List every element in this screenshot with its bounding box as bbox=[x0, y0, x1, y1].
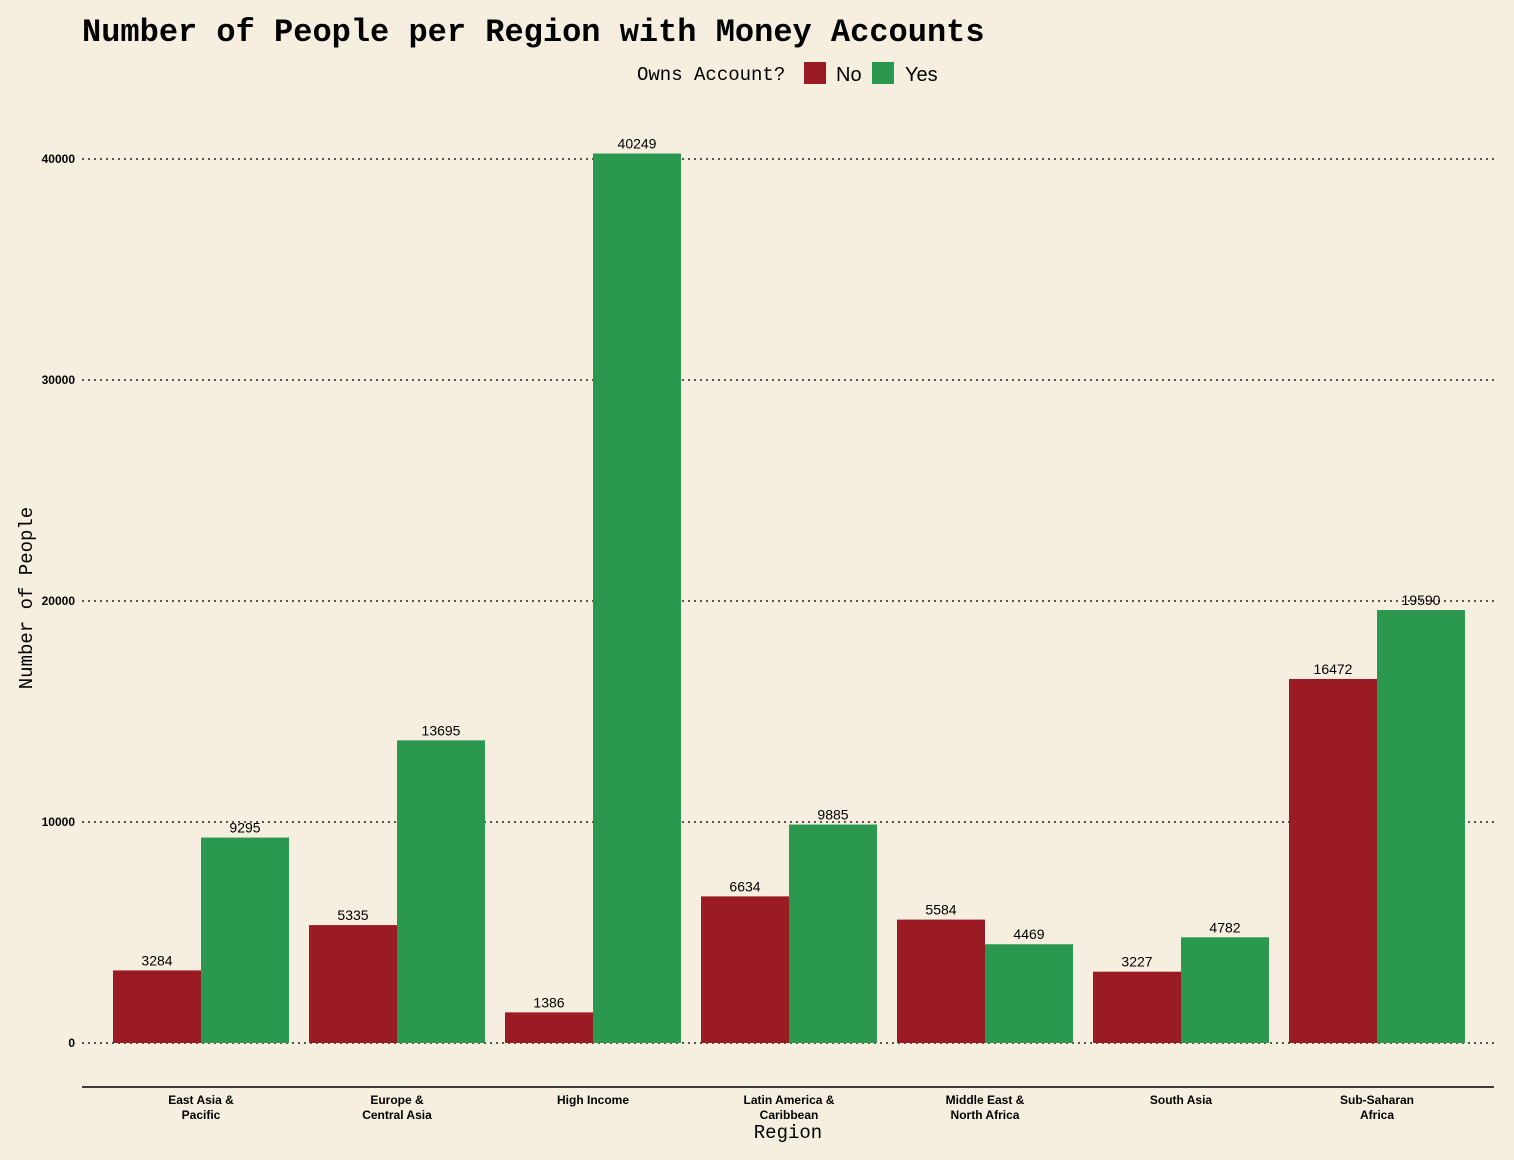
chart-title: Number of People per Region with Money A… bbox=[82, 14, 985, 51]
x-tick-label: High Income bbox=[557, 1093, 629, 1107]
data-label: 1386 bbox=[533, 994, 564, 1010]
x-axis-title: Region bbox=[754, 1122, 822, 1144]
y-tick-label: 20000 bbox=[42, 594, 76, 608]
legend-label-yes: Yes bbox=[905, 64, 938, 86]
legend-swatch-yes bbox=[872, 62, 894, 84]
legend-title: Owns Account? bbox=[637, 64, 785, 86]
x-axis-ticks: East Asia & Pacific Europe & Central Asia Hi… bbox=[168, 1093, 1414, 1122]
legend: Owns Account? No Yes bbox=[637, 62, 938, 86]
y-tick-label: 40000 bbox=[42, 152, 76, 166]
bar-no bbox=[1093, 971, 1181, 1043]
data-label: 3227 bbox=[1121, 954, 1152, 970]
bar-yes bbox=[593, 153, 681, 1044]
bar-yes bbox=[985, 944, 1073, 1043]
data-label: 13695 bbox=[422, 722, 461, 738]
bars bbox=[113, 153, 1465, 1044]
bar-no bbox=[505, 1012, 593, 1043]
bar-no bbox=[897, 919, 985, 1043]
y-tick-label: 10000 bbox=[42, 815, 76, 829]
bar-no bbox=[309, 925, 397, 1043]
legend-label-no: No bbox=[836, 64, 862, 86]
x-tick-label: Sub-Saharan Africa bbox=[1340, 1093, 1414, 1122]
y-axis-ticks: 0 10000 20000 30000 40000 bbox=[42, 152, 76, 1050]
bar-yes bbox=[201, 837, 289, 1043]
y-tick-label: 30000 bbox=[42, 373, 76, 387]
x-tick-label: Latin America & Caribbean bbox=[744, 1093, 835, 1122]
data-label: 40249 bbox=[618, 135, 657, 151]
bar-no bbox=[701, 896, 789, 1043]
x-tick-label: Middle East & North Africa bbox=[946, 1093, 1025, 1122]
data-label: 5584 bbox=[925, 902, 956, 918]
data-label: 9885 bbox=[817, 807, 848, 823]
bar-yes bbox=[1377, 610, 1465, 1043]
data-label: 6634 bbox=[729, 878, 760, 894]
x-tick-label: East Asia & Pacific bbox=[168, 1093, 234, 1122]
data-label: 3284 bbox=[141, 952, 172, 968]
data-labels: 3284 9295 5335 13695 1386 40249 6634 9885 5584 44… bbox=[141, 135, 1440, 1010]
data-label: 19590 bbox=[1402, 592, 1441, 608]
x-tick-label: Europe & Central Asia bbox=[362, 1093, 432, 1122]
bar-yes bbox=[789, 824, 877, 1043]
bar-yes bbox=[397, 740, 485, 1043]
bar-no bbox=[113, 970, 201, 1043]
y-tick-label: 0 bbox=[68, 1036, 75, 1050]
data-label: 5335 bbox=[337, 907, 368, 923]
data-label: 4469 bbox=[1013, 926, 1044, 942]
y-axis-title: Number of People bbox=[16, 507, 38, 689]
x-tick-label: South Asia bbox=[1150, 1093, 1213, 1107]
bar-no bbox=[1289, 678, 1377, 1043]
data-label: 4782 bbox=[1209, 919, 1240, 935]
legend-swatch-no bbox=[804, 62, 826, 84]
bar-yes bbox=[1181, 937, 1269, 1043]
data-label: 16472 bbox=[1314, 661, 1353, 677]
data-label: 9295 bbox=[229, 820, 260, 836]
